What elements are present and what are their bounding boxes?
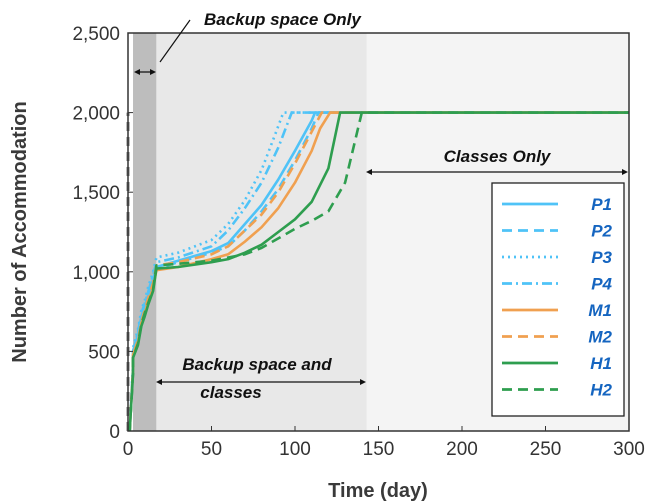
legend-items: P1 P2 P3 P4 M1 M2 H1 H2	[502, 195, 613, 400]
backup-only-pointer	[159, 19, 191, 63]
backup-classes-arrow-right-head	[360, 379, 366, 385]
x-tick-label: 100	[279, 439, 311, 460]
backup-only-arrow-left-head	[134, 69, 140, 75]
legend-label-p1: P1	[591, 195, 612, 214]
y-tick-label: 2,000	[72, 104, 120, 125]
legend-label-p2: P2	[591, 222, 612, 241]
classes-only-arrow-right-head	[622, 169, 628, 175]
legend-label-m2: M2	[588, 328, 612, 347]
backup-classes-arrow-left-head	[156, 379, 162, 385]
legend-label-m1: M1	[588, 301, 612, 320]
y-tick-label: 0	[109, 422, 120, 443]
series-h2	[128, 111, 629, 432]
series-p4	[128, 111, 629, 432]
annotation-classes-only: Classes Only	[444, 147, 552, 166]
x-tick-label: 300	[613, 439, 645, 460]
backup-only-arrow-right-head	[150, 69, 156, 75]
series-layer	[128, 111, 629, 432]
legend-label-h1: H1	[590, 354, 612, 373]
annotations: Backup space Only Classes Only Backup sp…	[134, 10, 628, 402]
legend: P1 P2 P3 P4 M1 M2 H1 H2	[491, 182, 625, 417]
legend-label-h2: H2	[590, 381, 612, 400]
x-tick-label: 250	[530, 439, 562, 460]
x-axis-label: Time (day)	[328, 480, 428, 502]
y-axis: 0 500 1,000 1,500 2,000 2,500	[72, 24, 133, 443]
y-tick-label: 2,500	[72, 24, 120, 45]
y-axis-label: Number of Accommodation	[9, 101, 31, 363]
x-tick-label: 150	[363, 439, 395, 460]
legend-label-p3: P3	[591, 248, 612, 267]
x-axis: 0 50 100 150 200 250 300	[123, 426, 645, 460]
y-tick-label: 1,000	[72, 263, 120, 284]
y-tick-label: 500	[88, 342, 120, 363]
annotation-backup-only: Backup space Only	[204, 10, 362, 29]
legend-label-p4: P4	[591, 275, 612, 294]
series-h1	[128, 111, 629, 432]
x-tick-label: 0	[123, 439, 134, 460]
x-tick-label: 200	[446, 439, 478, 460]
x-tick-label: 50	[201, 439, 222, 460]
classes-only-arrow-left-head	[366, 169, 372, 175]
region-2	[156, 33, 367, 431]
y-tick-label: 1,500	[72, 183, 120, 204]
region-1	[133, 33, 157, 431]
annotation-backup-classes-line1: Backup space and	[182, 355, 332, 374]
annotation-backup-classes-line2: classes	[200, 383, 261, 402]
legend-box	[491, 182, 625, 417]
